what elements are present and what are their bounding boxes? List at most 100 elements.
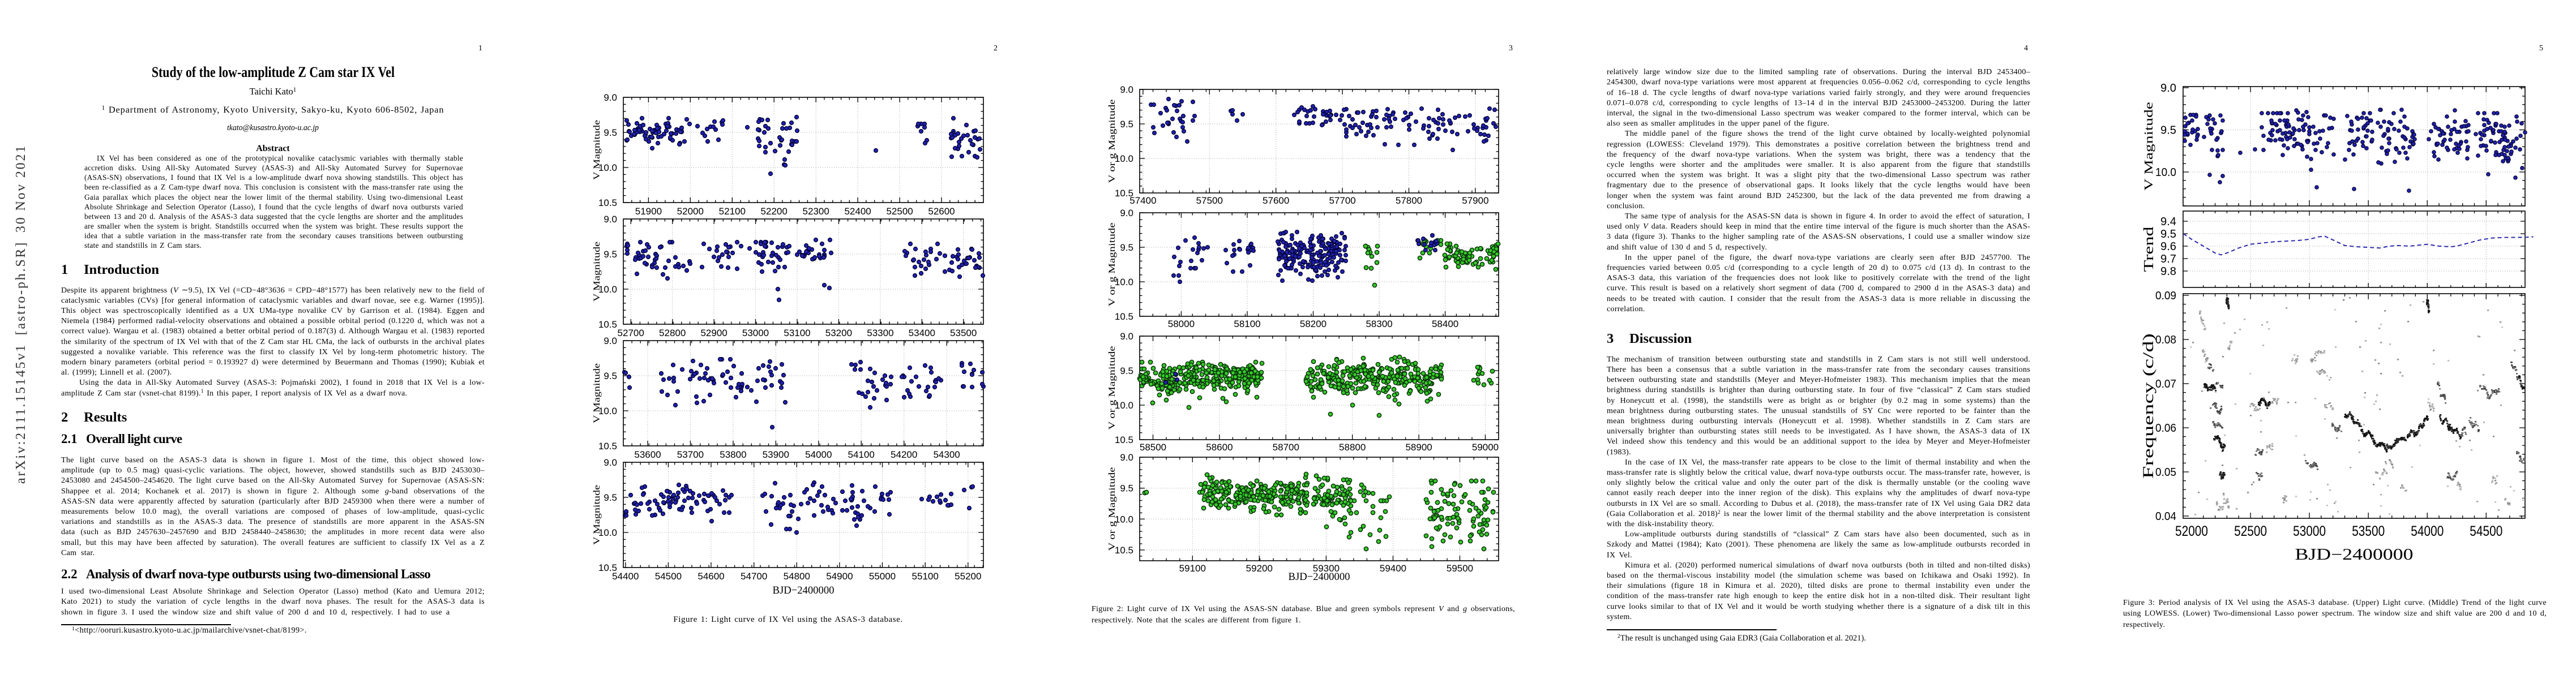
svg-text:10.0: 10.0 — [1115, 400, 1133, 411]
svg-text:58200: 58200 — [1300, 319, 1326, 329]
svg-text:58600: 58600 — [1206, 442, 1233, 453]
svg-text:9.6: 9.6 — [2160, 240, 2176, 253]
svg-text:57700: 57700 — [1329, 195, 1355, 206]
svg-text:59100: 59100 — [1179, 563, 1206, 574]
svg-text:9.0: 9.0 — [1120, 452, 1133, 463]
svg-text:0.08: 0.08 — [2155, 333, 2176, 346]
svg-text:9.5: 9.5 — [604, 249, 617, 260]
svg-text:57900: 57900 — [1462, 195, 1488, 206]
svg-text:V Magnitude: V Magnitude — [2142, 102, 2155, 191]
svg-text:10.5: 10.5 — [1115, 545, 1133, 556]
svg-text:V Magnitude: V Magnitude — [592, 485, 602, 545]
svg-text:9.0: 9.0 — [604, 92, 617, 103]
svg-text:10.5: 10.5 — [598, 441, 617, 452]
svg-text:54200: 54200 — [891, 449, 917, 460]
svg-text:9.5: 9.5 — [2160, 227, 2176, 240]
svg-text:54500: 54500 — [2470, 523, 2502, 539]
svg-text:52800: 52800 — [659, 328, 686, 338]
svg-text:55200: 55200 — [955, 571, 981, 582]
svg-text:9.5: 9.5 — [604, 371, 617, 381]
svg-text:58900: 58900 — [1405, 442, 1432, 453]
svg-text:9.5: 9.5 — [1120, 483, 1133, 494]
svg-text:52400: 52400 — [844, 206, 871, 217]
svg-text:V Magnitude: V Magnitude — [592, 120, 602, 180]
svg-text:59200: 59200 — [1246, 563, 1273, 574]
svg-text:0.04: 0.04 — [2155, 510, 2176, 523]
svg-text:51900: 51900 — [635, 206, 662, 217]
svg-text:9.5: 9.5 — [2160, 124, 2176, 137]
svg-text:0.07: 0.07 — [2155, 377, 2176, 390]
svg-text:53900: 53900 — [763, 449, 789, 460]
svg-text:53800: 53800 — [720, 449, 746, 460]
svg-text:V Magnitude: V Magnitude — [592, 242, 602, 302]
svg-text:9.7: 9.7 — [2160, 252, 2176, 265]
svg-text:57400: 57400 — [1129, 195, 1156, 206]
svg-text:54700: 54700 — [741, 571, 767, 582]
svg-text:59400: 59400 — [1380, 563, 1406, 574]
svg-text:58800: 58800 — [1339, 442, 1366, 453]
svg-text:10.0: 10.0 — [1115, 514, 1133, 525]
svg-text:53600: 53600 — [634, 449, 661, 460]
svg-text:V Magnitude: V Magnitude — [592, 363, 602, 423]
svg-text:9.0: 9.0 — [604, 214, 617, 225]
svg-text:10.5: 10.5 — [598, 319, 617, 330]
svg-text:55000: 55000 — [869, 571, 896, 582]
svg-text:58400: 58400 — [1432, 319, 1458, 329]
svg-text:9.5: 9.5 — [604, 492, 617, 503]
svg-text:10.0: 10.0 — [598, 406, 617, 416]
svg-text:10.5: 10.5 — [1115, 435, 1133, 445]
svg-text:9.0: 9.0 — [1120, 84, 1133, 95]
svg-text:V or g Magnitude: V or g Magnitude — [1107, 346, 1117, 429]
svg-text:10.0: 10.0 — [1115, 153, 1133, 164]
svg-text:58000: 58000 — [1168, 319, 1195, 329]
svg-text:9.5: 9.5 — [1120, 119, 1133, 130]
svg-text:54000: 54000 — [805, 449, 832, 460]
svg-text:V or g Magnitude: V or g Magnitude — [1107, 467, 1117, 551]
svg-text:55100: 55100 — [912, 571, 939, 582]
svg-text:52500: 52500 — [2234, 523, 2267, 539]
svg-text:54800: 54800 — [784, 571, 810, 582]
svg-text:9.0: 9.0 — [1120, 331, 1133, 342]
svg-text:0.05: 0.05 — [2155, 466, 2176, 479]
svg-text:54900: 54900 — [826, 571, 853, 582]
svg-text:57800: 57800 — [1396, 195, 1422, 206]
svg-text:57600: 57600 — [1263, 195, 1289, 206]
svg-text:V or g Magnitude: V or g Magnitude — [1107, 222, 1117, 306]
svg-text:52600: 52600 — [928, 206, 955, 217]
svg-text:53500: 53500 — [2352, 523, 2385, 539]
svg-text:52700: 52700 — [618, 328, 644, 338]
svg-text:9.0: 9.0 — [1120, 208, 1133, 218]
svg-text:V or g Magnitude: V or g Magnitude — [1107, 99, 1117, 183]
svg-text:53500: 53500 — [950, 328, 977, 338]
svg-text:53300: 53300 — [867, 328, 893, 338]
svg-text:0.09: 0.09 — [2155, 289, 2176, 302]
svg-text:58500: 58500 — [1140, 442, 1166, 453]
svg-text:10.0: 10.0 — [2155, 166, 2176, 179]
svg-text:54100: 54100 — [848, 449, 875, 460]
svg-text:0.06: 0.06 — [2155, 422, 2176, 435]
svg-text:9.5: 9.5 — [604, 127, 617, 138]
svg-text:Trend: Trend — [2142, 227, 2156, 272]
svg-text:10.5: 10.5 — [1115, 311, 1133, 322]
svg-text:54500: 54500 — [655, 571, 682, 582]
svg-text:BJD−2400000: BJD−2400000 — [1289, 571, 1350, 583]
svg-text:58700: 58700 — [1273, 442, 1299, 453]
svg-text:10.0: 10.0 — [598, 284, 617, 295]
svg-text:53700: 53700 — [677, 449, 704, 460]
svg-text:59300: 59300 — [1313, 563, 1340, 574]
svg-text:53000: 53000 — [2293, 523, 2326, 539]
svg-text:53200: 53200 — [825, 328, 852, 338]
svg-text:53100: 53100 — [784, 328, 810, 338]
svg-text:59500: 59500 — [1447, 563, 1473, 574]
svg-text:Frequency (c/d): Frequency (c/d) — [2140, 333, 2156, 479]
svg-text:10.5: 10.5 — [598, 197, 617, 208]
svg-text:10.5: 10.5 — [598, 562, 617, 573]
svg-text:9.5: 9.5 — [1120, 366, 1133, 376]
svg-text:59000: 59000 — [1472, 442, 1499, 453]
svg-text:52300: 52300 — [803, 206, 829, 217]
svg-text:52500: 52500 — [886, 206, 913, 217]
svg-text:52000: 52000 — [2175, 523, 2208, 539]
svg-text:57500: 57500 — [1196, 195, 1223, 206]
svg-text:BJD−2400000: BJD−2400000 — [2295, 546, 2414, 564]
svg-text:10.0: 10.0 — [598, 162, 617, 173]
